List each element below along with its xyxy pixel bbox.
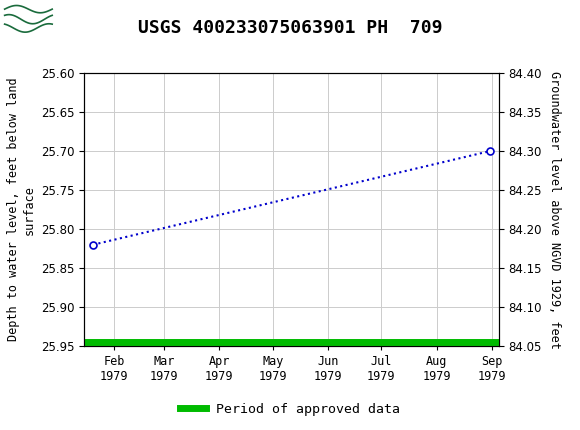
- Text: USGS 400233075063901 PH  709: USGS 400233075063901 PH 709: [138, 19, 442, 37]
- Text: USGS: USGS: [61, 9, 116, 27]
- Y-axis label: Groundwater level above NGVD 1929, feet: Groundwater level above NGVD 1929, feet: [548, 71, 561, 349]
- Legend: Period of approved data: Period of approved data: [174, 398, 406, 421]
- FancyBboxPatch shape: [3, 3, 55, 34]
- Y-axis label: Depth to water level, feet below land
surface: Depth to water level, feet below land su…: [8, 78, 35, 341]
